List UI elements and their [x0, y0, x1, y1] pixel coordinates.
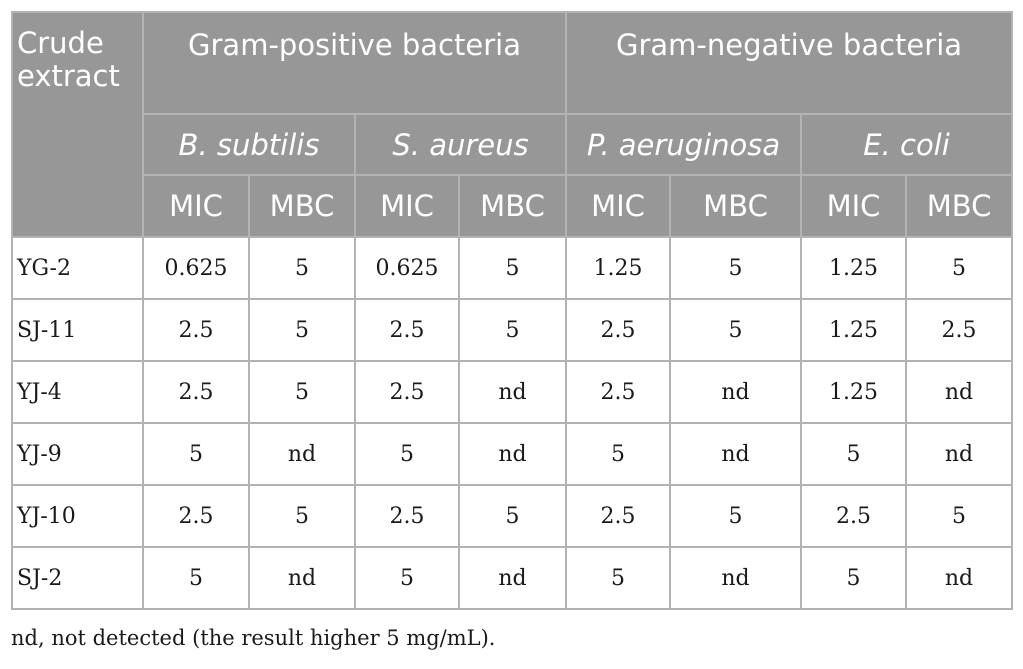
table-cell: 2.5 [354, 360, 460, 424]
table-cell: 5 [669, 236, 802, 300]
table-cell: 2.5 [904, 298, 1014, 362]
species-header-b-subtilis: B. subtilis [142, 113, 356, 176]
table-row: YG-2 0.625 5 0.625 5 1.25 5 1.25 5 [11, 236, 1014, 300]
corner-header-crude-extract: Crude extract [11, 11, 144, 238]
table-cell: 5 [354, 422, 460, 486]
measure-header: MIC [142, 174, 250, 238]
table-cell: 0.625 [354, 236, 460, 300]
table-cell: 1.25 [800, 236, 907, 300]
table-cell: nd [458, 360, 567, 424]
table-cell: 5 [565, 546, 671, 610]
table-cell: 5 [354, 546, 460, 610]
table-row: YJ-9 5 nd 5 nd 5 nd 5 nd [11, 422, 1014, 486]
table-cell: nd [248, 546, 356, 610]
species-header-s-aureus: S. aureus [354, 113, 567, 176]
row-label: YG-2 [11, 236, 144, 300]
table-cell: 5 [458, 236, 567, 300]
table-cell: 2.5 [800, 484, 907, 548]
table-cell: 1.25 [565, 236, 671, 300]
table-cell: 5 [669, 484, 802, 548]
table-row: YJ-10 2.5 5 2.5 5 2.5 5 2.5 5 [11, 484, 1014, 548]
row-label: SJ-2 [11, 546, 144, 610]
species-header-e-coli: E. coli [799, 113, 1014, 176]
table-cell: 2.5 [142, 360, 250, 424]
table-cell: 2.5 [565, 484, 671, 548]
table-cell: nd [669, 422, 802, 486]
table-cell: nd [458, 546, 567, 610]
table-cell: 1.25 [800, 298, 907, 362]
table-cell: 2.5 [354, 298, 460, 362]
measure-header: MBC [669, 174, 802, 238]
table-cell: 5 [458, 298, 567, 362]
table-row: SJ-11 2.5 5 2.5 5 2.5 5 1.25 2.5 [11, 298, 1014, 362]
group-header-gram-positive: Gram-positive bacteria [142, 11, 567, 115]
table-cell: 5 [142, 546, 250, 610]
measure-header: MIC [565, 174, 671, 238]
table-cell: 2.5 [354, 484, 460, 548]
table-cell: 5 [904, 236, 1014, 300]
table-footnote: nd, not detected (the result higher 5 mg… [11, 626, 496, 650]
table-cell: 2.5 [565, 360, 671, 424]
table-cell: 5 [458, 484, 567, 548]
table-cell: 2.5 [142, 298, 250, 362]
table-cell: nd [458, 422, 567, 486]
table-cell: 5 [800, 422, 907, 486]
measure-header: MBC [458, 174, 567, 238]
table-cell: nd [904, 422, 1014, 486]
table-cell: 5 [800, 546, 907, 610]
table-row: YJ-4 2.5 5 2.5 nd 2.5 nd 1.25 nd [11, 360, 1014, 424]
corner-header-line2: extract [17, 59, 120, 93]
row-label: YJ-9 [11, 422, 144, 486]
mic-mbc-table: Crude extract Gram-positive bacteria Gra… [11, 11, 1014, 610]
table-cell: nd [904, 360, 1014, 424]
measure-header: MBC [904, 174, 1014, 238]
group-header-gram-negative: Gram-negative bacteria [564, 11, 1014, 115]
table-cell: 5 [248, 360, 356, 424]
table-cell: nd [669, 360, 802, 424]
table-cell: 5 [248, 236, 356, 300]
table-cell: 5 [248, 484, 356, 548]
row-label: YJ-4 [11, 360, 144, 424]
row-label: SJ-11 [11, 298, 144, 362]
header-row-species: B. subtilis S. aureus P. aeruginosa E. c… [12, 113, 1014, 176]
measure-header: MIC [800, 174, 907, 238]
table-cell: 5 [669, 298, 802, 362]
table-cell: 5 [565, 422, 671, 486]
table-cell: nd [248, 422, 356, 486]
table-cell: 5 [142, 422, 250, 486]
table-cell: 2.5 [142, 484, 250, 548]
table-cell: 5 [904, 484, 1014, 548]
table-cell: nd [669, 546, 802, 610]
species-header-p-aeruginosa: P. aeruginosa [565, 113, 802, 176]
corner-header-line1: Crude [17, 26, 104, 60]
results-table-wrapper: Crude extract Gram-positive bacteria Gra… [11, 11, 1014, 610]
table-cell: nd [904, 546, 1014, 610]
table-cell: 0.625 [142, 236, 250, 300]
row-label: YJ-10 [11, 484, 144, 548]
table-cell: 2.5 [565, 298, 671, 362]
table-cell: 1.25 [800, 360, 907, 424]
table-cell: 5 [248, 298, 356, 362]
header-row-measures: MIC MBC MIC MBC MIC MBC MIC MBC [12, 174, 1014, 238]
header-row-groups: Crude extract Gram-positive bacteria Gra… [11, 11, 1014, 238]
measure-header: MIC [354, 174, 460, 238]
table-row: SJ-2 5 nd 5 nd 5 nd 5 nd [11, 546, 1014, 610]
measure-header: MBC [248, 174, 356, 238]
